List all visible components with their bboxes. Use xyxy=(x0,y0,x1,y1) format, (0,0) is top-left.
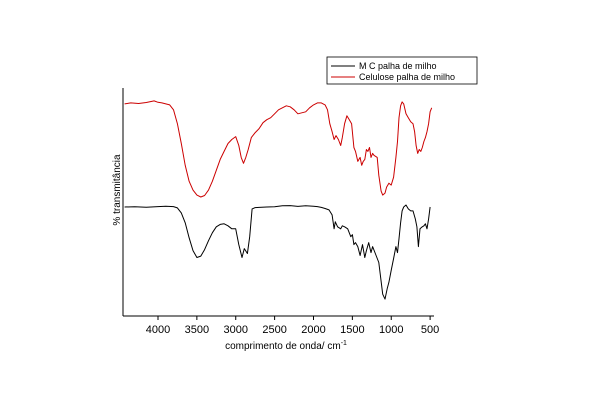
x-axis-title-superscript: -1 xyxy=(341,340,347,347)
series-line-celulose xyxy=(124,100,433,198)
x-tick-label: 1500 xyxy=(340,324,364,336)
series-line-mc xyxy=(124,204,431,300)
legend-label: M C palha de milho xyxy=(359,61,437,71)
x-tick-label: 1000 xyxy=(379,324,403,336)
legend-box xyxy=(326,56,478,85)
x-tick-label: 2000 xyxy=(301,324,325,336)
x-tick-label: 500 xyxy=(421,324,439,336)
x-axis-title-text: comprimento de onda/ cm xyxy=(225,341,341,352)
x-axis-ticks: 4000 3500 3000 2500 2000 1500 1000 500 xyxy=(146,316,439,336)
x-tick-label: 3000 xyxy=(223,324,247,336)
x-tick-label: 2500 xyxy=(262,324,286,336)
x-tick-label: 4000 xyxy=(146,324,170,336)
x-tick-label: 3500 xyxy=(185,324,209,336)
plot-area xyxy=(124,100,433,300)
y-axis-title: % transmitância xyxy=(112,154,123,226)
legend-label: Celulose palha de milho xyxy=(359,72,455,82)
x-axis-title: comprimento de onda/ cm-1 xyxy=(225,340,347,352)
